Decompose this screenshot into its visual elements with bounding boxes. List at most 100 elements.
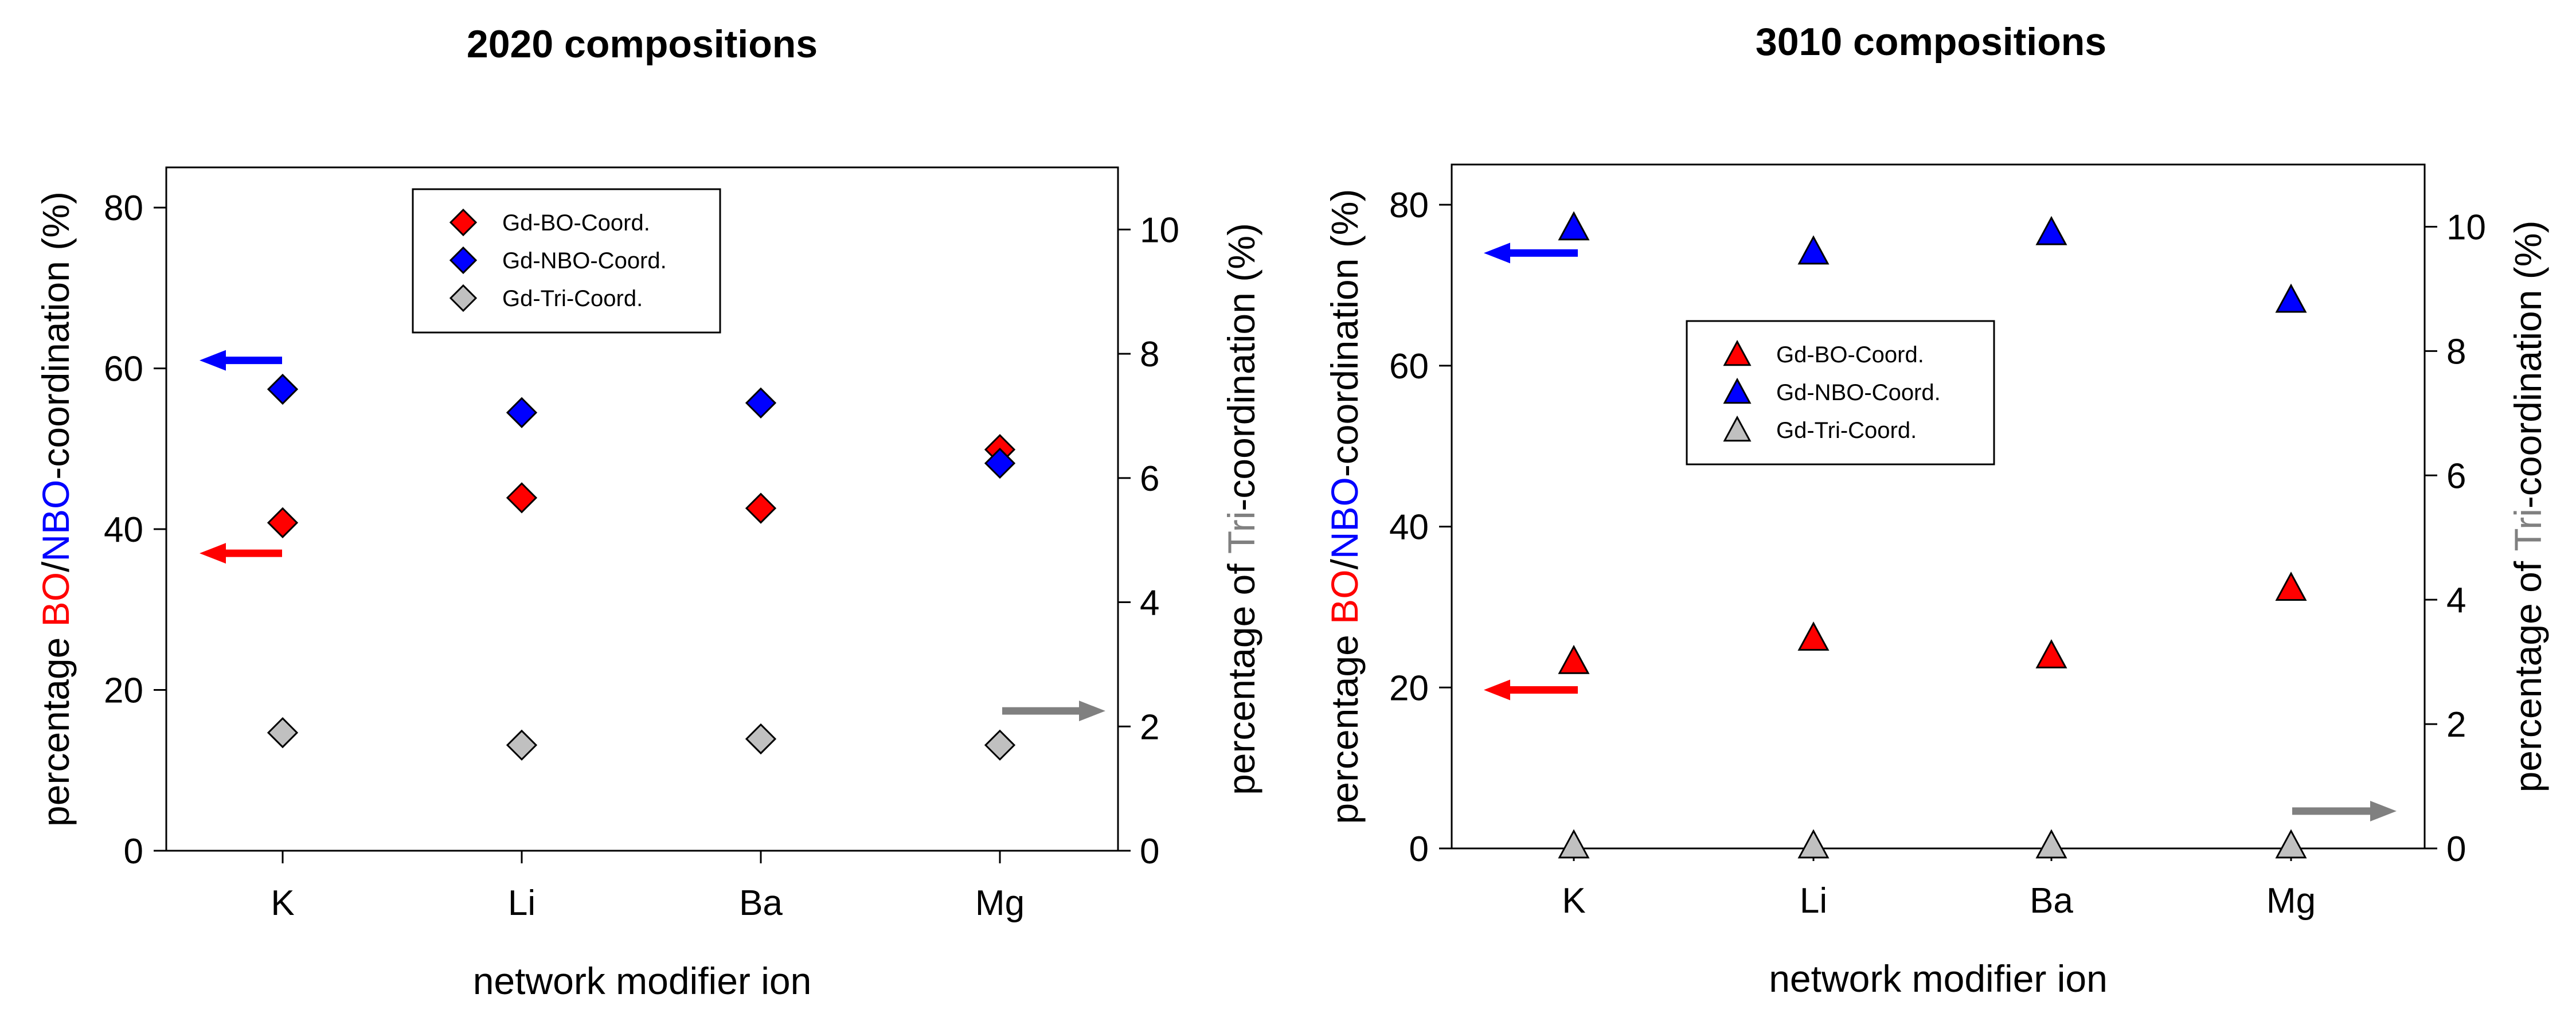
chart-2-ylabel-part: -coordination (%) bbox=[1323, 189, 1366, 478]
chart-2-point-gd-tri-coord-k bbox=[1558, 829, 1590, 859]
chart-1-legend-label: Gd-Tri-Coord. bbox=[502, 286, 643, 311]
chart-1-y2label-part: Tri bbox=[1220, 511, 1262, 554]
chart-1-point-gd-bo-coord-k bbox=[267, 507, 299, 538]
chart-1-point-gd-tri-coord-li bbox=[506, 729, 538, 761]
chart-2-xtick-label: Mg bbox=[2266, 881, 2316, 921]
chart-2-point-gd-nbo-coord-li bbox=[1797, 235, 1830, 265]
chart-1-ylabel-part: percentage bbox=[34, 627, 77, 827]
chart-1-xlabel: network modifier ion bbox=[473, 960, 812, 1002]
chart-1-xtick-label: Ba bbox=[739, 883, 783, 923]
chart-2-y2tick-label: 6 bbox=[2446, 456, 2466, 496]
chart-1-ylabel-part: NBO bbox=[34, 480, 77, 562]
chart-2-ytick-label: 0 bbox=[1409, 830, 1429, 869]
chart-1-ylabel-part: BO bbox=[34, 572, 77, 627]
chart-1-plot-frame bbox=[165, 166, 1119, 852]
chart-1-point-gd-bo-coord-ba bbox=[745, 492, 777, 524]
chart-1-legend: Gd-BO-Coord. Gd-NBO-Coord. Gd-Tri-Coord. bbox=[412, 188, 721, 334]
chart-1-y2tick-label: 2 bbox=[1140, 707, 1159, 747]
chart-1-legend-label: Gd-NBO-Coord. bbox=[502, 248, 667, 273]
chart-2-y2tick-label: 10 bbox=[2446, 208, 2486, 247]
chart-1-ytick-label: 20 bbox=[104, 671, 143, 711]
chart-1-ytick-label: 60 bbox=[104, 350, 143, 389]
chart-2-y2tick-label: 8 bbox=[2446, 332, 2466, 371]
chart-1-point-gd-nbo-coord-k bbox=[267, 373, 299, 405]
chart-2-ytick-label: 20 bbox=[1389, 668, 1429, 708]
chart-1-point-gd-tri-coord-mg bbox=[984, 729, 1016, 761]
chart-2-legend-label: Gd-BO-Coord. bbox=[1776, 342, 1924, 367]
chart-2-point-gd-tri-coord-li bbox=[1797, 829, 1830, 859]
chart-2-point-gd-bo-coord-li bbox=[1797, 621, 1830, 651]
chart-2-y2tick-label: 0 bbox=[2446, 830, 2466, 869]
chart-2-xtick-label: Ba bbox=[2030, 881, 2073, 921]
chart-1-point-gd-nbo-coord-mg bbox=[984, 447, 1016, 479]
chart-2-point-gd-bo-coord-mg bbox=[2275, 572, 2307, 601]
chart-2-legend-marker bbox=[1723, 339, 1752, 366]
chart-2-ref-arrow-gd-nbo-coord- bbox=[1484, 242, 1578, 264]
chart-1-ylabel-part: / bbox=[34, 561, 77, 572]
chart-2-ytick-label: 80 bbox=[1389, 186, 1429, 225]
chart-1-point-gd-tri-coord-k bbox=[267, 717, 299, 749]
chart-1-ytick-label: 80 bbox=[104, 189, 143, 228]
chart-1-y2label-part: percentage of bbox=[1220, 554, 1262, 795]
chart-1-y2tick-label: 4 bbox=[1140, 584, 1159, 623]
chart-1-y2label-part: -coordination (%) bbox=[1220, 223, 1262, 511]
chart-2-ytick-label: 40 bbox=[1389, 508, 1429, 547]
chart-1-legend-marker bbox=[449, 246, 478, 275]
chart-1-ylabel: percentage BO/NBO-coordination (%) bbox=[34, 191, 77, 827]
chart-1-xtick-label: K bbox=[271, 883, 294, 923]
chart-2-title: 3010 compositions bbox=[1756, 20, 2106, 64]
chart-2-point-gd-tri-coord-ba bbox=[2035, 829, 2067, 859]
chart-1-ref-arrow-gd-nbo-coord- bbox=[200, 350, 282, 371]
chart-1-ylabel-part: -coordination (%) bbox=[34, 191, 77, 480]
chart-1-point-gd-nbo-coord-li bbox=[506, 397, 538, 428]
chart-1-y2tick-label: 6 bbox=[1140, 459, 1159, 499]
chart-2-legend-marker bbox=[1723, 377, 1752, 404]
chart-1-legend-marker bbox=[449, 208, 478, 237]
chart-2-point-gd-bo-coord-ba bbox=[2035, 639, 2067, 668]
chart-2-ref-arrow-gd-tri-coord- bbox=[2292, 800, 2397, 821]
chart-2-point-gd-tri-coord-mg bbox=[2275, 829, 2307, 859]
chart-2-point-gd-nbo-coord-ba bbox=[2035, 216, 2067, 245]
chart-1-y2tick-label: 8 bbox=[1140, 335, 1159, 374]
chart-2-y2label-part: percentage of bbox=[2507, 551, 2549, 793]
chart-1-y2tick-label: 10 bbox=[1140, 210, 1179, 250]
chart-2-legend-label: Gd-NBO-Coord. bbox=[1776, 380, 1941, 405]
chart-1-ref-arrow-gd-bo-coord- bbox=[200, 543, 282, 564]
chart-2-xtick-label: K bbox=[1562, 881, 1585, 921]
chart-2-xtick-label: Li bbox=[1800, 881, 1827, 921]
chart-1-ytick-label: 40 bbox=[104, 510, 143, 550]
chart-2-y2tick-label: 2 bbox=[2446, 705, 2466, 745]
chart-2-y2label-part: -coordination (%) bbox=[2507, 221, 2549, 509]
chart-1-xtick-label: Mg bbox=[975, 883, 1025, 923]
chart-2-y2label-part: Tri bbox=[2507, 508, 2549, 551]
chart-1-y2label: percentage of Tri-coordination (%) bbox=[1220, 223, 1262, 795]
chart-1-legend-label: Gd-BO-Coord. bbox=[502, 210, 650, 236]
chart-1-ytick-label: 0 bbox=[124, 832, 143, 871]
chart-2-ylabel: percentage BO/NBO-coordination (%) bbox=[1323, 189, 1366, 824]
chart-1-xtick-label: Li bbox=[508, 883, 535, 923]
chart-2-ylabel-part: / bbox=[1323, 558, 1366, 569]
chart-2-y2label: percentage of Tri-coordination (%) bbox=[2507, 221, 2549, 793]
chart-2-legend: Gd-BO-Coord. Gd-NBO-Coord. Gd-Tri-Coord. bbox=[1686, 320, 1995, 465]
chart-2-point-gd-nbo-coord-mg bbox=[2275, 283, 2307, 313]
chart-2-point-gd-bo-coord-k bbox=[1558, 644, 1590, 674]
chart-1-title: 2020 compositions bbox=[467, 22, 818, 66]
chart-2-xlabel: network modifier ion bbox=[1769, 957, 2108, 1000]
chart-2-point-gd-nbo-coord-k bbox=[1558, 211, 1590, 241]
chart-1-legend-marker bbox=[449, 284, 478, 312]
chart-2-ylabel-part: percentage bbox=[1323, 624, 1366, 824]
chart-1-point-gd-tri-coord-ba bbox=[745, 723, 777, 755]
chart-2-ytick-label: 60 bbox=[1389, 347, 1429, 386]
chart-1-y2tick-label: 0 bbox=[1140, 832, 1159, 871]
chart-1-point-gd-nbo-coord-ba bbox=[745, 387, 777, 419]
chart-1-ref-arrow-gd-tri-coord- bbox=[1002, 701, 1105, 722]
chart-2-legend-marker bbox=[1723, 415, 1752, 442]
chart-2-plot-frame bbox=[1451, 163, 2426, 850]
chart-2: 3010 compositions 0 20 40 60 80 0 2 4 6 8 10 K Li Ba Mg… bbox=[1323, 20, 2549, 1000]
chart-2-ref-arrow-gd-bo-coord- bbox=[1484, 679, 1578, 701]
chart-2-legend-label: Gd-Tri-Coord. bbox=[1776, 418, 1917, 443]
chart-2-y2tick-label: 4 bbox=[2446, 581, 2466, 620]
